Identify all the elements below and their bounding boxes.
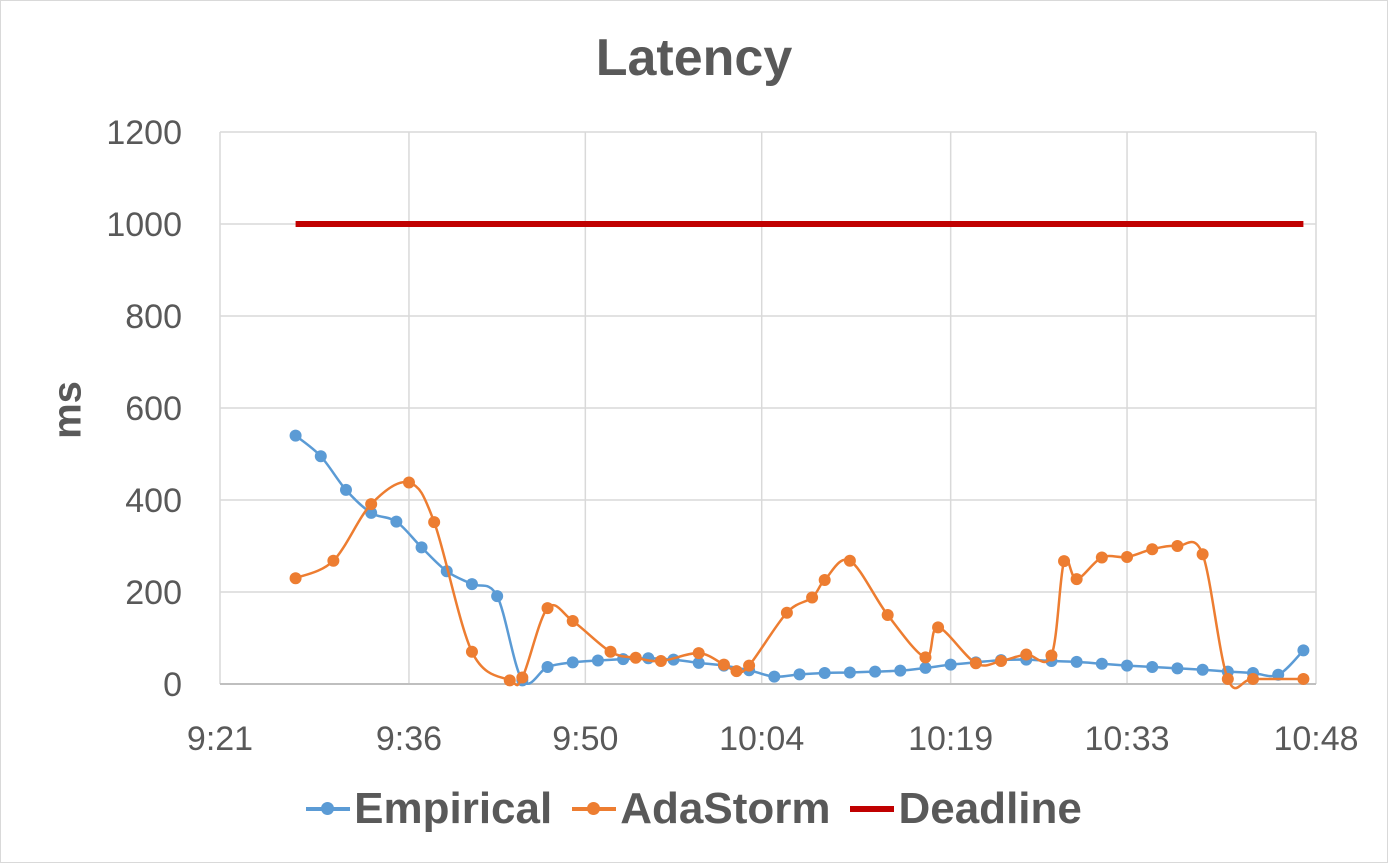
data-point-adastorm <box>327 554 340 567</box>
x-tick-label: 9:36 <box>376 720 442 758</box>
legend-label-empirical: Empirical <box>354 784 553 833</box>
data-point-adastorm <box>818 574 831 587</box>
data-point-adastorm <box>969 657 982 670</box>
data-point-empirical <box>768 670 781 683</box>
data-point-adastorm <box>629 651 642 664</box>
chart-title: Latency <box>595 29 793 87</box>
data-point-empirical <box>869 665 882 678</box>
data-point-adastorm <box>365 498 378 511</box>
legend-item-deadline: Deadline <box>850 784 1082 834</box>
data-point-adastorm <box>516 671 529 684</box>
legend-swatch-empirical <box>306 802 351 815</box>
data-point-adastorm <box>730 665 743 678</box>
data-point-adastorm <box>1247 672 1260 685</box>
y-tick-label: 1000 <box>106 206 182 244</box>
data-point-adastorm <box>1196 548 1209 561</box>
series-line-empirical <box>294 434 1305 685</box>
data-point-empirical <box>289 429 302 442</box>
data-point-empirical <box>642 652 655 665</box>
data-point-empirical <box>1070 655 1083 668</box>
y-tick-label: 1200 <box>106 114 182 152</box>
data-point-empirical <box>843 666 856 679</box>
data-point-empirical <box>390 515 403 528</box>
data-point-adastorm <box>995 655 1008 667</box>
data-point-adastorm <box>717 658 730 671</box>
data-point-adastorm <box>465 645 478 658</box>
data-point-adastorm <box>402 476 415 489</box>
data-point-empirical <box>339 483 352 496</box>
data-point-empirical <box>1095 657 1108 670</box>
data-point-empirical <box>591 654 604 667</box>
data-point-adastorm <box>743 659 756 672</box>
y-tick-label: 0 <box>163 666 182 704</box>
data-point-empirical <box>365 506 378 519</box>
data-point-adastorm <box>1146 543 1159 556</box>
legend-item-adastorm: AdaStorm <box>572 784 830 834</box>
data-point-adastorm <box>1121 551 1134 564</box>
y-tick-label: 400 <box>125 482 182 520</box>
data-point-adastorm <box>692 647 705 660</box>
y-tick-label: 200 <box>125 574 182 612</box>
data-point-empirical <box>894 664 907 677</box>
data-point-adastorm <box>1297 672 1310 685</box>
data-point-empirical <box>314 450 327 463</box>
x-tick-label: 10:04 <box>719 720 804 758</box>
data-point-empirical <box>818 666 831 679</box>
data-point-adastorm <box>1020 648 1033 661</box>
data-point-adastorm <box>780 606 793 619</box>
data-point-empirical <box>1146 660 1159 673</box>
data-point-empirical <box>491 590 504 603</box>
data-point-adastorm <box>1221 672 1234 685</box>
x-tick-label: 10:48 <box>1273 720 1358 758</box>
legend-item-empirical: Empirical <box>306 784 552 834</box>
data-point-adastorm <box>1058 555 1071 568</box>
series-line-adastorm <box>295 480 1304 690</box>
y-tick-label: 600 <box>125 390 182 428</box>
x-tick-label: 9:21 <box>187 720 253 758</box>
data-point-adastorm <box>1095 551 1108 564</box>
legend-label-adastorm: AdaStorm <box>620 784 831 833</box>
data-point-adastorm <box>919 651 932 664</box>
x-tick-label: 10:33 <box>1084 720 1169 758</box>
data-point-empirical <box>566 656 579 669</box>
data-point-empirical <box>1171 662 1184 675</box>
data-point-adastorm <box>881 609 894 621</box>
data-point-adastorm <box>289 572 302 585</box>
data-point-adastorm <box>428 516 441 529</box>
data-point-empirical <box>944 658 957 671</box>
data-point-empirical <box>793 668 806 681</box>
legend-label-deadline: Deadline <box>898 784 1082 833</box>
data-point-adastorm <box>566 614 579 627</box>
legend-swatch-deadline <box>850 806 895 812</box>
y-tick-label: 800 <box>125 298 182 336</box>
data-point-empirical <box>692 656 705 669</box>
data-point-adastorm <box>604 645 617 658</box>
x-tick-label: 9:50 <box>552 720 618 758</box>
data-point-adastorm <box>1171 540 1184 552</box>
data-point-adastorm <box>541 602 554 615</box>
data-point-adastorm <box>654 655 667 667</box>
data-point-adastorm <box>932 621 945 634</box>
data-point-adastorm <box>1070 573 1083 586</box>
data-point-adastorm <box>806 591 819 604</box>
data-point-empirical <box>1121 659 1134 672</box>
data-point-adastorm <box>503 674 516 687</box>
data-point-adastorm <box>843 554 856 567</box>
x-tick-label: 10:19 <box>908 720 993 758</box>
data-point-empirical <box>1196 663 1209 676</box>
data-point-empirical <box>415 541 428 554</box>
data-point-adastorm <box>1045 649 1058 662</box>
data-point-empirical <box>465 578 478 591</box>
data-point-empirical <box>1297 644 1310 657</box>
legend: Empirical AdaStorm Deadline <box>0 784 1388 834</box>
legend-swatch-adastorm <box>572 802 617 815</box>
data-point-empirical <box>919 661 932 674</box>
data-point-empirical <box>541 660 554 673</box>
